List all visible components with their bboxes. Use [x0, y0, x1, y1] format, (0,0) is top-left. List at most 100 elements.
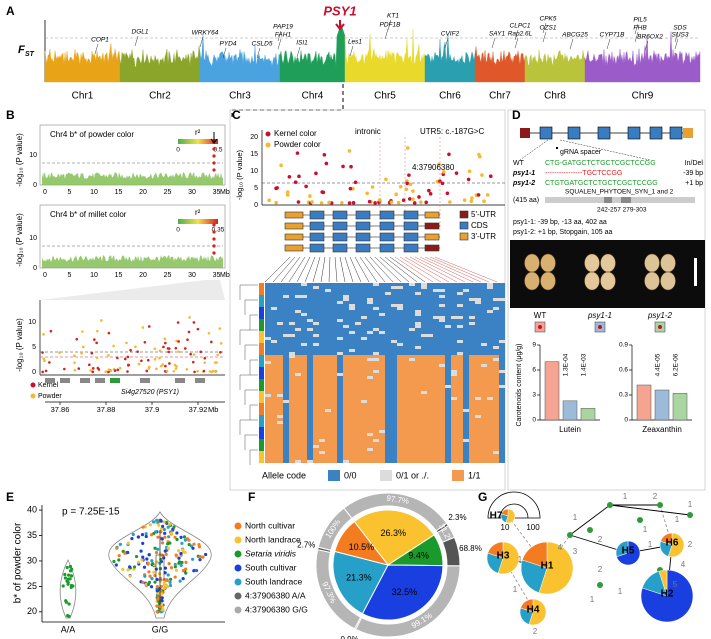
sample-dot	[142, 565, 147, 569]
label: H6	[666, 538, 679, 549]
heat-cell	[499, 430, 505, 433]
heat-cell	[385, 313, 391, 316]
median-vector	[597, 582, 603, 588]
heat-cell	[457, 457, 463, 460]
sample-dot	[159, 527, 164, 531]
heat-cell	[475, 406, 481, 409]
assoc-dot	[428, 192, 433, 196]
heat-cell	[379, 364, 385, 367]
sample-dot	[154, 550, 159, 555]
heat-cell	[355, 379, 361, 382]
heat-cell	[433, 427, 439, 430]
heat-cell	[493, 289, 499, 292]
heat-cell	[289, 343, 295, 346]
assoc-dot	[351, 186, 355, 191]
heat-cell	[385, 328, 391, 331]
heat-cell	[373, 310, 379, 313]
heat-cell	[349, 448, 355, 451]
heat-cell	[469, 298, 475, 301]
heat-cell	[397, 415, 403, 418]
sample-dot	[160, 541, 165, 545]
heat-cell	[415, 445, 421, 448]
heat-cell	[427, 394, 433, 397]
assoc-dot	[353, 180, 358, 185]
heat-cell	[355, 397, 361, 400]
heat-cell	[325, 361, 331, 364]
heat-cell	[379, 349, 385, 352]
heat-cell	[379, 343, 385, 346]
heat-cell	[307, 433, 313, 436]
sample-dot	[158, 605, 163, 609]
domain-box	[604, 197, 612, 203]
heat-cell	[343, 343, 349, 346]
label: 37.88	[97, 405, 116, 414]
legend-box	[459, 210, 469, 219]
label: 4.4E-05	[655, 353, 662, 376]
group-bar	[259, 343, 264, 355]
heat-cell	[355, 445, 361, 448]
heat-cell	[373, 382, 379, 385]
heat-cell	[295, 355, 301, 358]
label: North landrace	[245, 534, 301, 544]
heat-cell	[415, 319, 421, 322]
heat-cell	[319, 310, 325, 313]
heat-cell	[367, 397, 373, 400]
r2-scale	[178, 139, 218, 144]
heat-cell	[433, 313, 439, 316]
heat-cell	[277, 289, 283, 292]
heat-cell	[439, 358, 445, 361]
heat-cell	[493, 439, 499, 442]
heat-cell	[475, 340, 481, 343]
assoc-dot	[417, 195, 421, 199]
heat-cell	[355, 307, 361, 310]
sample-dot	[201, 555, 205, 559]
heat-cell	[451, 382, 457, 385]
link-line	[399, 256, 442, 283]
haplotype-slice	[497, 541, 520, 575]
heat-cell	[313, 433, 319, 436]
heat-cell	[385, 316, 391, 319]
heat-cell	[475, 361, 481, 364]
heat-cell	[271, 430, 277, 433]
heat-cell	[319, 367, 325, 370]
heat-cell	[403, 316, 409, 319]
heat-cell	[403, 343, 409, 346]
sample-dot	[168, 580, 172, 584]
heat-cell	[307, 379, 313, 382]
heat-cell	[415, 439, 421, 442]
heat-cell	[307, 442, 313, 445]
heat-cell	[271, 445, 277, 448]
heat-cell	[271, 313, 277, 316]
heat-cell	[427, 358, 433, 361]
heat-cell	[403, 421, 409, 424]
heat-cell	[391, 298, 397, 301]
assoc-dot	[407, 197, 412, 201]
heat-cell	[289, 358, 295, 361]
heat-cell	[451, 364, 457, 367]
heat-cell	[265, 457, 271, 460]
heat-cell	[361, 394, 367, 397]
heat-cell	[265, 400, 271, 403]
heat-cell	[487, 385, 493, 388]
heat-cell	[397, 370, 403, 373]
zoom-dot	[73, 368, 77, 372]
heat-cell	[301, 433, 307, 436]
heat-cell	[439, 331, 445, 334]
heat-cell	[433, 448, 439, 451]
sample-dot	[117, 558, 121, 562]
heat-cell	[271, 391, 277, 394]
heat-cell	[343, 454, 349, 457]
heat-cell	[331, 373, 337, 376]
heat-cell	[415, 337, 421, 340]
heat-cell	[415, 322, 421, 325]
heat-cell	[307, 388, 313, 391]
haplotype-slice	[487, 541, 504, 559]
heat-cell	[463, 451, 469, 454]
heat-cell	[373, 292, 379, 295]
heat-cell	[331, 406, 337, 409]
heat-cell	[331, 400, 337, 403]
seed	[584, 253, 600, 273]
heat-cell	[469, 388, 475, 391]
heat-cell	[433, 406, 439, 409]
heat-cell	[403, 349, 409, 352]
